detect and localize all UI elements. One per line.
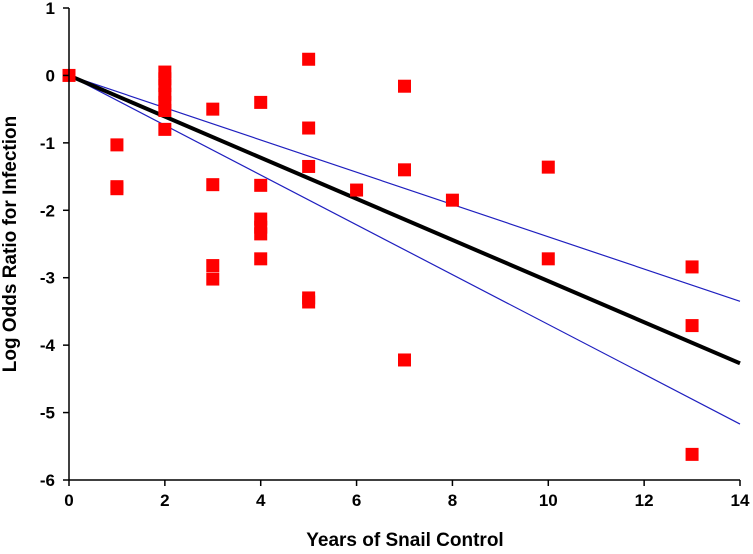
x-axis-ticks: 0 2 4 6 8 10 12 14: [64, 480, 750, 510]
x-tick-label: 2: [160, 491, 169, 510]
x-tick-label: 4: [256, 491, 266, 510]
x-tick-label: 8: [448, 491, 457, 510]
data-point: [206, 272, 220, 286]
x-axis-title: Years of Snail Control: [306, 530, 503, 551]
data-point: [445, 193, 459, 207]
y-tick-label: 0: [46, 66, 55, 85]
data-point: [302, 121, 316, 135]
data-point: [398, 353, 411, 367]
x-tick-label: 12: [635, 491, 654, 510]
plot-area: [62, 52, 741, 461]
y-tick-label: -2: [40, 201, 55, 220]
data-point: [254, 178, 268, 192]
y-tick-label: -4: [40, 336, 56, 355]
data-point: [398, 163, 411, 177]
data-point: [541, 252, 555, 266]
data-point: [206, 259, 220, 273]
y-tick-label: -3: [40, 269, 55, 288]
data-point: [206, 178, 220, 192]
data-point: [302, 159, 316, 173]
data-point: [685, 260, 699, 274]
data-point: [685, 447, 699, 461]
regression-line: [68, 73, 741, 366]
data-point: [398, 79, 411, 93]
data-point: [541, 160, 555, 174]
data-point: [350, 183, 364, 197]
data-point: [254, 95, 268, 109]
data-point: [254, 227, 268, 241]
x-tick-label: 14: [731, 491, 750, 510]
x-tick-label: 0: [64, 491, 73, 510]
data-point: [302, 295, 316, 309]
y-axis-ticks: 1 0 -1 -2 -3 -4 -5 -6: [40, 0, 69, 490]
data-point: [158, 122, 172, 136]
x-tick-label: 6: [352, 491, 361, 510]
confidence-bound-line: [68, 74, 741, 425]
data-point: [110, 138, 124, 152]
y-tick-label: 1: [46, 0, 55, 18]
data-point: [254, 252, 268, 266]
y-tick-label: -5: [40, 404, 55, 423]
data-point: [302, 52, 316, 66]
data-point: [110, 182, 124, 196]
data-point: [685, 319, 699, 333]
y-tick-label: -6: [40, 471, 55, 490]
confidence-bound-line: [68, 74, 741, 302]
data-point: [158, 103, 172, 117]
y-tick-label: -1: [40, 134, 55, 153]
x-tick-label: 10: [539, 491, 558, 510]
data-point: [206, 102, 220, 116]
y-axis-title: Log Odds Ratio for Infection: [0, 116, 21, 372]
